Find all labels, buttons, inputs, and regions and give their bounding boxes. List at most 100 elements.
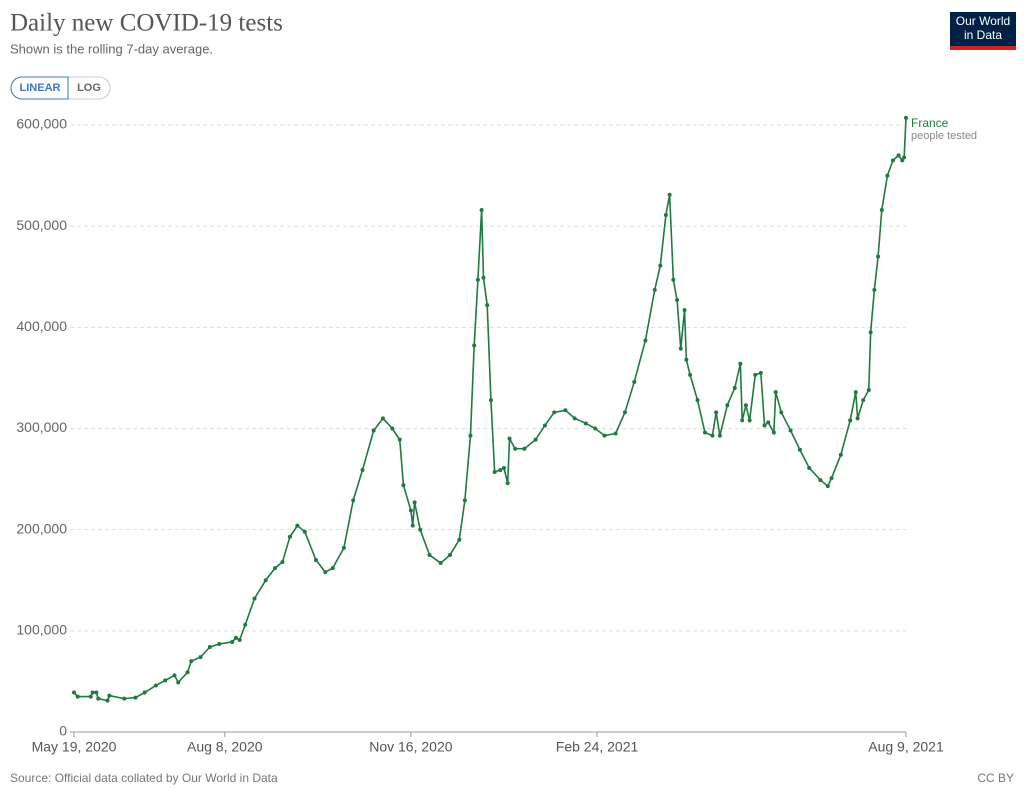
point (447, 552, 452, 557)
point (879, 207, 884, 212)
point (501, 465, 506, 470)
point (663, 213, 668, 218)
chart-title: Daily new COVID-19 tests (10, 10, 283, 37)
point (172, 673, 177, 678)
point (438, 561, 443, 566)
point (829, 476, 834, 481)
point (468, 433, 473, 438)
point (142, 690, 147, 695)
point (762, 423, 767, 428)
logo[interactable]: Our World in Data (950, 12, 1016, 50)
point (738, 361, 743, 366)
point (838, 452, 843, 457)
point (876, 254, 881, 259)
point (397, 437, 402, 442)
point (217, 641, 222, 646)
point (732, 386, 737, 391)
point (896, 153, 901, 158)
point (488, 398, 493, 403)
point (287, 534, 292, 539)
legend-label: France (911, 116, 949, 130)
point (176, 680, 181, 685)
point (401, 483, 406, 488)
point (302, 529, 307, 534)
point (740, 418, 745, 423)
point (667, 192, 672, 197)
y-tick-label: 100,000 (16, 622, 67, 638)
point (390, 426, 395, 431)
point (671, 277, 676, 282)
point (498, 467, 503, 472)
y-tick-label: 200,000 (16, 520, 67, 536)
point (542, 423, 547, 428)
point (105, 698, 110, 703)
point (848, 418, 853, 423)
point (825, 484, 830, 489)
x-tick-label: Aug 9, 2021 (868, 739, 944, 755)
point (492, 470, 497, 475)
scale-toggle: LINEAR LOG (10, 76, 111, 100)
source: Source: Official data collated by Our Wo… (10, 771, 278, 785)
point (695, 398, 700, 403)
point (855, 416, 860, 421)
point (505, 481, 510, 486)
point (702, 430, 707, 435)
point (351, 498, 356, 503)
point (902, 155, 907, 160)
point (273, 566, 278, 571)
logo-bar (950, 46, 1016, 50)
point (295, 523, 300, 528)
point (233, 635, 238, 640)
point (710, 433, 715, 438)
point (408, 508, 413, 513)
point (371, 428, 376, 433)
point (885, 173, 890, 178)
linear-button[interactable]: LINEAR (20, 82, 61, 94)
point (853, 390, 858, 395)
point (522, 446, 527, 451)
point (533, 437, 538, 442)
chart-subtitle: Shown is the rolling 7-day average. (10, 41, 213, 56)
point (88, 694, 93, 699)
point (330, 566, 335, 571)
point (479, 207, 484, 212)
point (818, 478, 823, 483)
point (861, 398, 866, 403)
point (890, 158, 895, 163)
point (643, 338, 648, 343)
point (75, 694, 80, 699)
point (613, 431, 618, 436)
point (122, 696, 127, 701)
point (675, 298, 680, 303)
y-tick-label: 300,000 (16, 419, 67, 435)
point (753, 372, 758, 377)
point (747, 418, 752, 423)
point (481, 275, 486, 280)
point (602, 433, 607, 438)
toggle-active (10, 76, 69, 100)
point (507, 436, 512, 441)
point (153, 683, 158, 688)
point (313, 558, 318, 563)
point (485, 303, 490, 308)
point (263, 578, 268, 583)
point (513, 446, 518, 451)
point (133, 695, 138, 700)
point (462, 498, 467, 503)
point (771, 430, 776, 435)
legend-note: people tested (911, 130, 977, 142)
point (682, 308, 687, 313)
log-button[interactable]: LOG (77, 82, 101, 94)
y-tick-label: 0 (59, 723, 67, 739)
point (457, 537, 462, 542)
point (622, 410, 627, 415)
point (632, 379, 637, 384)
line (73, 117, 907, 702)
point (766, 420, 771, 425)
x-tick-label: Feb 24, 2021 (556, 739, 639, 755)
y-tick-label: 400,000 (16, 318, 67, 334)
point (475, 277, 480, 282)
point (243, 622, 248, 627)
point (658, 263, 663, 268)
point (90, 690, 95, 695)
